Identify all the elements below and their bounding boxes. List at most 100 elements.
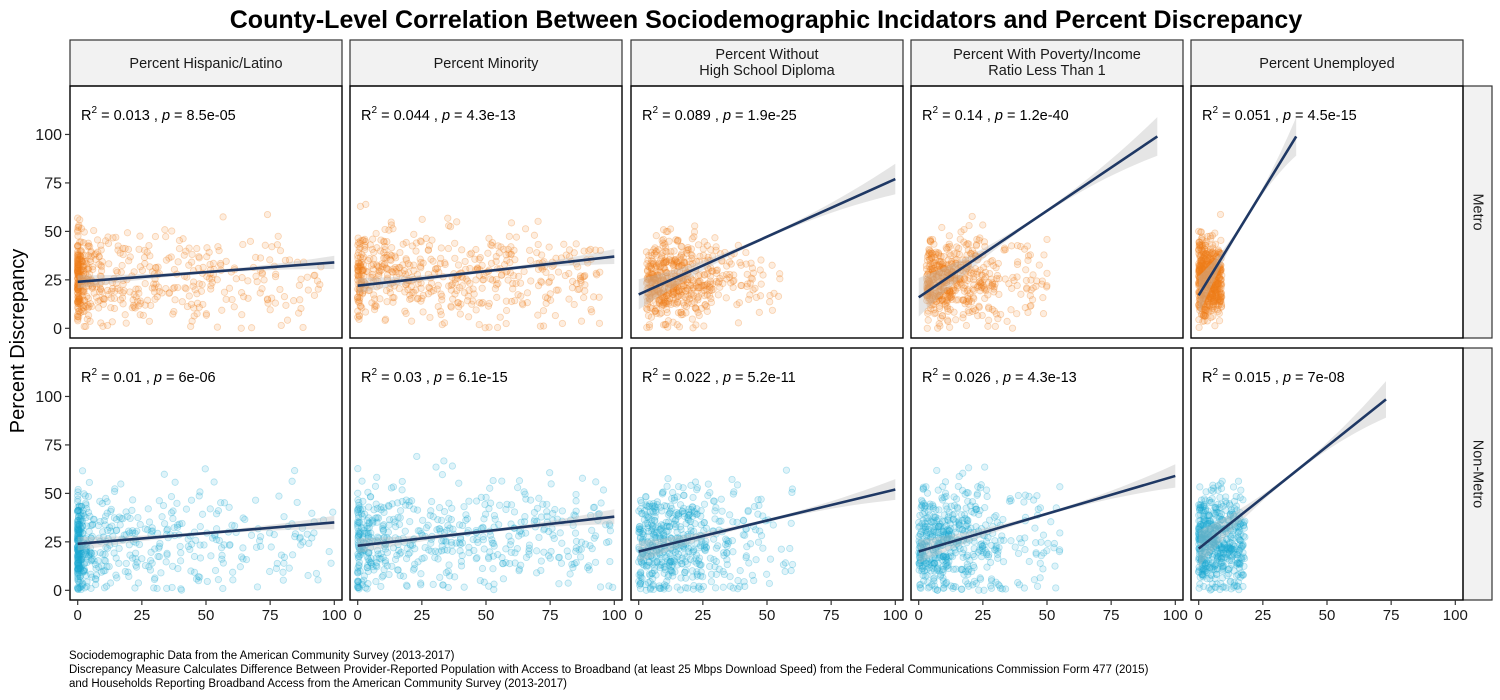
scatter-point [388, 268, 397, 276]
scatter-point [109, 284, 117, 293]
scatter-point [1204, 268, 1212, 276]
scatter-point [108, 318, 116, 326]
scatter-point [657, 297, 666, 305]
scatter-point [354, 266, 362, 275]
scatter-point [378, 260, 386, 268]
scatter-point [925, 277, 934, 286]
scatter-point [313, 277, 322, 285]
scatter-point [931, 523, 939, 531]
scatter-point [978, 271, 987, 279]
scatter-point [465, 497, 473, 505]
scatter-point [707, 298, 715, 307]
scatter-point [969, 550, 977, 559]
scatter-point [700, 527, 708, 535]
scatter-point [407, 541, 415, 550]
scatter-point [1196, 304, 1204, 312]
scatter-point [1209, 257, 1217, 266]
scatter-point [118, 294, 127, 302]
scatter-point [934, 249, 942, 257]
scatter-point [683, 296, 691, 304]
scatter-point [1212, 286, 1220, 294]
scatter-point [1197, 277, 1205, 285]
scatter-point [74, 565, 83, 573]
scatter-point [636, 555, 644, 563]
scatter-point [128, 304, 136, 312]
scatter-point [81, 546, 89, 554]
scatter-point [395, 520, 404, 529]
scatter-point [916, 530, 924, 538]
scatter-point [750, 503, 759, 511]
scatter-point [76, 553, 84, 561]
scatter-point [701, 546, 709, 555]
scatter-point [74, 517, 82, 525]
scatter-point [1203, 237, 1211, 246]
scatter-point [129, 529, 137, 537]
scatter-point [448, 504, 456, 512]
scatter-point [1204, 266, 1213, 274]
scatter-point [76, 262, 84, 270]
scatter-point [155, 553, 163, 561]
scatter-point [688, 503, 696, 511]
scatter-point [752, 293, 760, 302]
scatter-point [77, 528, 85, 536]
scatter-point [360, 526, 368, 535]
scatter-point [80, 286, 88, 294]
scatter-point [472, 276, 480, 284]
scatter-point [1198, 243, 1207, 251]
p-symbol: p [1282, 108, 1291, 124]
scatter-point [380, 534, 388, 542]
scatter-point [396, 248, 404, 257]
scatter-point [743, 280, 752, 288]
scatter-point [370, 566, 378, 574]
scatter-point [1205, 282, 1214, 290]
scatter-point [396, 550, 404, 558]
scatter-point [446, 572, 454, 580]
scatter-point [1016, 535, 1024, 543]
scatter-point [685, 292, 693, 300]
scatter-point [490, 580, 498, 588]
scatter-point [652, 251, 660, 259]
scatter-point [451, 279, 459, 287]
scatter-point [925, 561, 933, 569]
scatter-point [519, 301, 527, 309]
regression-line [357, 255, 615, 287]
scatter-point [506, 559, 514, 568]
scatter-point [695, 257, 703, 265]
scatter-point [1201, 250, 1210, 258]
scatter-point [1203, 306, 1211, 314]
scatter-point [427, 507, 435, 515]
scatter-point [1209, 255, 1218, 263]
scatter-point [962, 515, 971, 523]
scatter-point [656, 533, 664, 541]
scatter-point [576, 274, 584, 282]
scatter-point [938, 296, 946, 305]
scatter-point [963, 276, 972, 285]
scatter-point [357, 263, 365, 271]
scatter-point [554, 286, 562, 294]
scatter-point [684, 544, 692, 552]
scatter-point [92, 255, 100, 263]
scatter-point [1197, 296, 1205, 304]
scatter-point [702, 544, 711, 552]
scatter-point [74, 232, 82, 240]
scatter-point [168, 583, 176, 592]
scatter-point [369, 265, 378, 273]
scatter-point [635, 507, 643, 515]
scatter-point [606, 522, 614, 530]
scatter-point [356, 519, 364, 527]
scatter-point [980, 586, 988, 594]
scatter-point [782, 466, 791, 474]
scatter-point [354, 505, 363, 513]
scatter-point [977, 271, 985, 279]
scatter-point [701, 292, 709, 300]
scatter-point [279, 576, 287, 584]
scatter-point [100, 556, 109, 564]
scatter-point [1213, 289, 1221, 297]
scatter-point [756, 527, 764, 535]
scatter-point [132, 285, 140, 293]
scatter-point [85, 302, 93, 311]
scatter-point [77, 306, 86, 314]
scatter-point [367, 554, 375, 563]
scatter-point [1198, 273, 1207, 281]
scatter-point [660, 532, 668, 540]
